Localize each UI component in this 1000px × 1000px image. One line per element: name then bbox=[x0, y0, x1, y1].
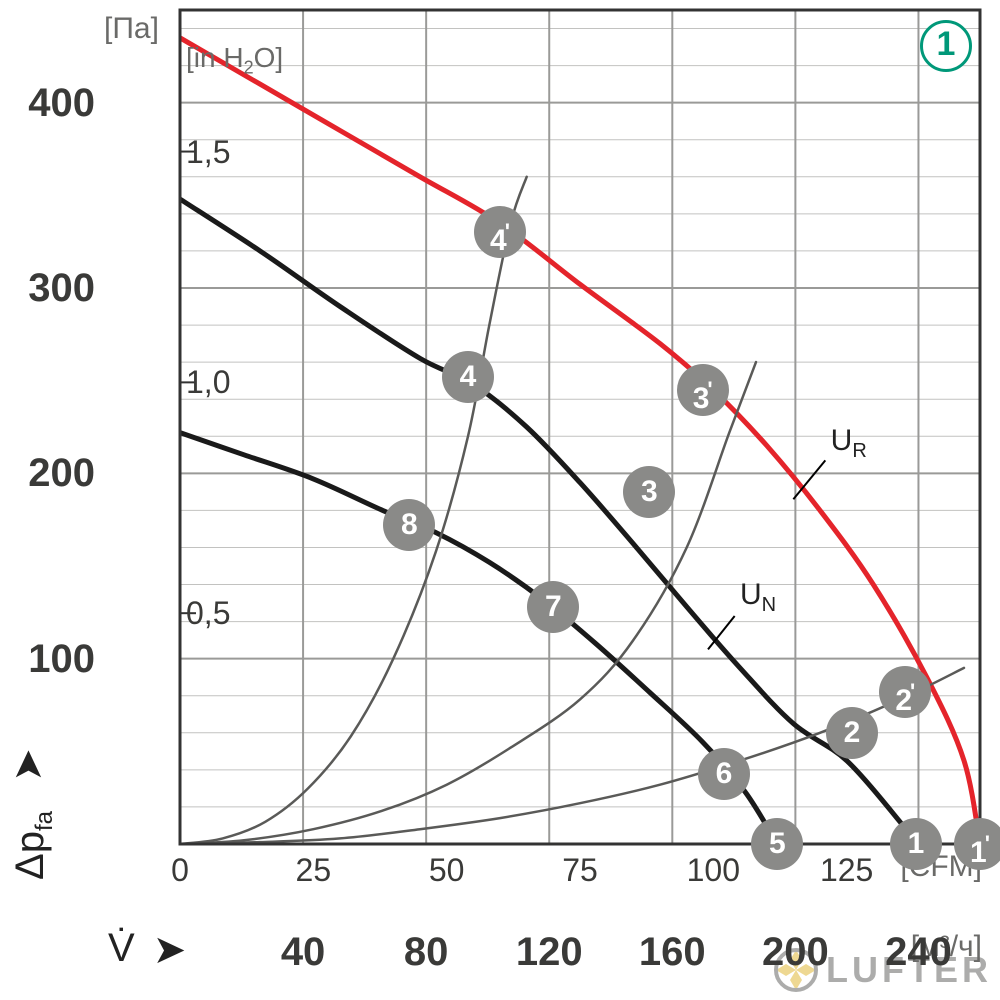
ur-label: UR bbox=[831, 426, 867, 461]
point-marker-7: 7 bbox=[527, 581, 579, 633]
point-marker-5: 5 bbox=[751, 818, 803, 870]
x-cfm-tick-label: 125 bbox=[820, 854, 873, 886]
y1-tick-label: 200 bbox=[28, 453, 95, 493]
x-m3h-tick-label: 80 bbox=[404, 932, 449, 972]
y1-unit: [Па] bbox=[104, 14, 159, 44]
chart-stage: [Па] [in H2O] [CFM] [м³/ч] Δpfa ➤ V̇➤ 1 … bbox=[0, 0, 1000, 1000]
point-marker-1: 1 bbox=[890, 818, 942, 870]
point-marker-8: 8 bbox=[383, 499, 435, 551]
chart-svg bbox=[0, 0, 1000, 1000]
y2-tick-label: 1,5 bbox=[186, 136, 230, 168]
point-marker-3: 3 bbox=[623, 466, 675, 518]
un-label: UN bbox=[740, 580, 776, 615]
y-axis-label: Δpfa ➤ bbox=[10, 748, 57, 880]
series-badge: 1 bbox=[920, 20, 972, 72]
point-marker-2: 2 bbox=[826, 707, 878, 759]
y2-tick-label: 1,0 bbox=[186, 366, 230, 398]
x-axis-label: V̇➤ bbox=[108, 928, 186, 970]
x-m3h-tick-label: 120 bbox=[516, 932, 583, 972]
y2-unit: [in H2O] bbox=[186, 44, 283, 77]
point-marker-2p: 2' bbox=[879, 666, 931, 718]
x-m3h-tick-label: 200 bbox=[762, 932, 829, 972]
y1-tick-label: 100 bbox=[28, 639, 95, 679]
point-marker-4p: 4' bbox=[474, 206, 526, 258]
point-marker-3p: 3' bbox=[677, 364, 729, 416]
x-cfm-tick-label: 50 bbox=[429, 854, 465, 886]
point-marker-4: 4 bbox=[442, 351, 494, 403]
y1-tick-label: 400 bbox=[28, 83, 95, 123]
point-marker-6: 6 bbox=[698, 748, 750, 800]
y1-tick-label: 300 bbox=[28, 268, 95, 308]
x-cfm-tick-label: 75 bbox=[562, 854, 598, 886]
y2-tick-label: 0,5 bbox=[186, 597, 230, 629]
point-marker-1p: 1' bbox=[954, 818, 1000, 870]
x-cfm-tick-label: 100 bbox=[687, 854, 740, 886]
x-m3h-tick-label: 40 bbox=[281, 932, 326, 972]
x-cfm-tick-label: 0 bbox=[171, 854, 189, 886]
x-cfm-tick-label: 25 bbox=[296, 854, 332, 886]
x-m3h-tick-label: 160 bbox=[639, 932, 706, 972]
x-m3h-tick-label: 240 bbox=[885, 932, 952, 972]
